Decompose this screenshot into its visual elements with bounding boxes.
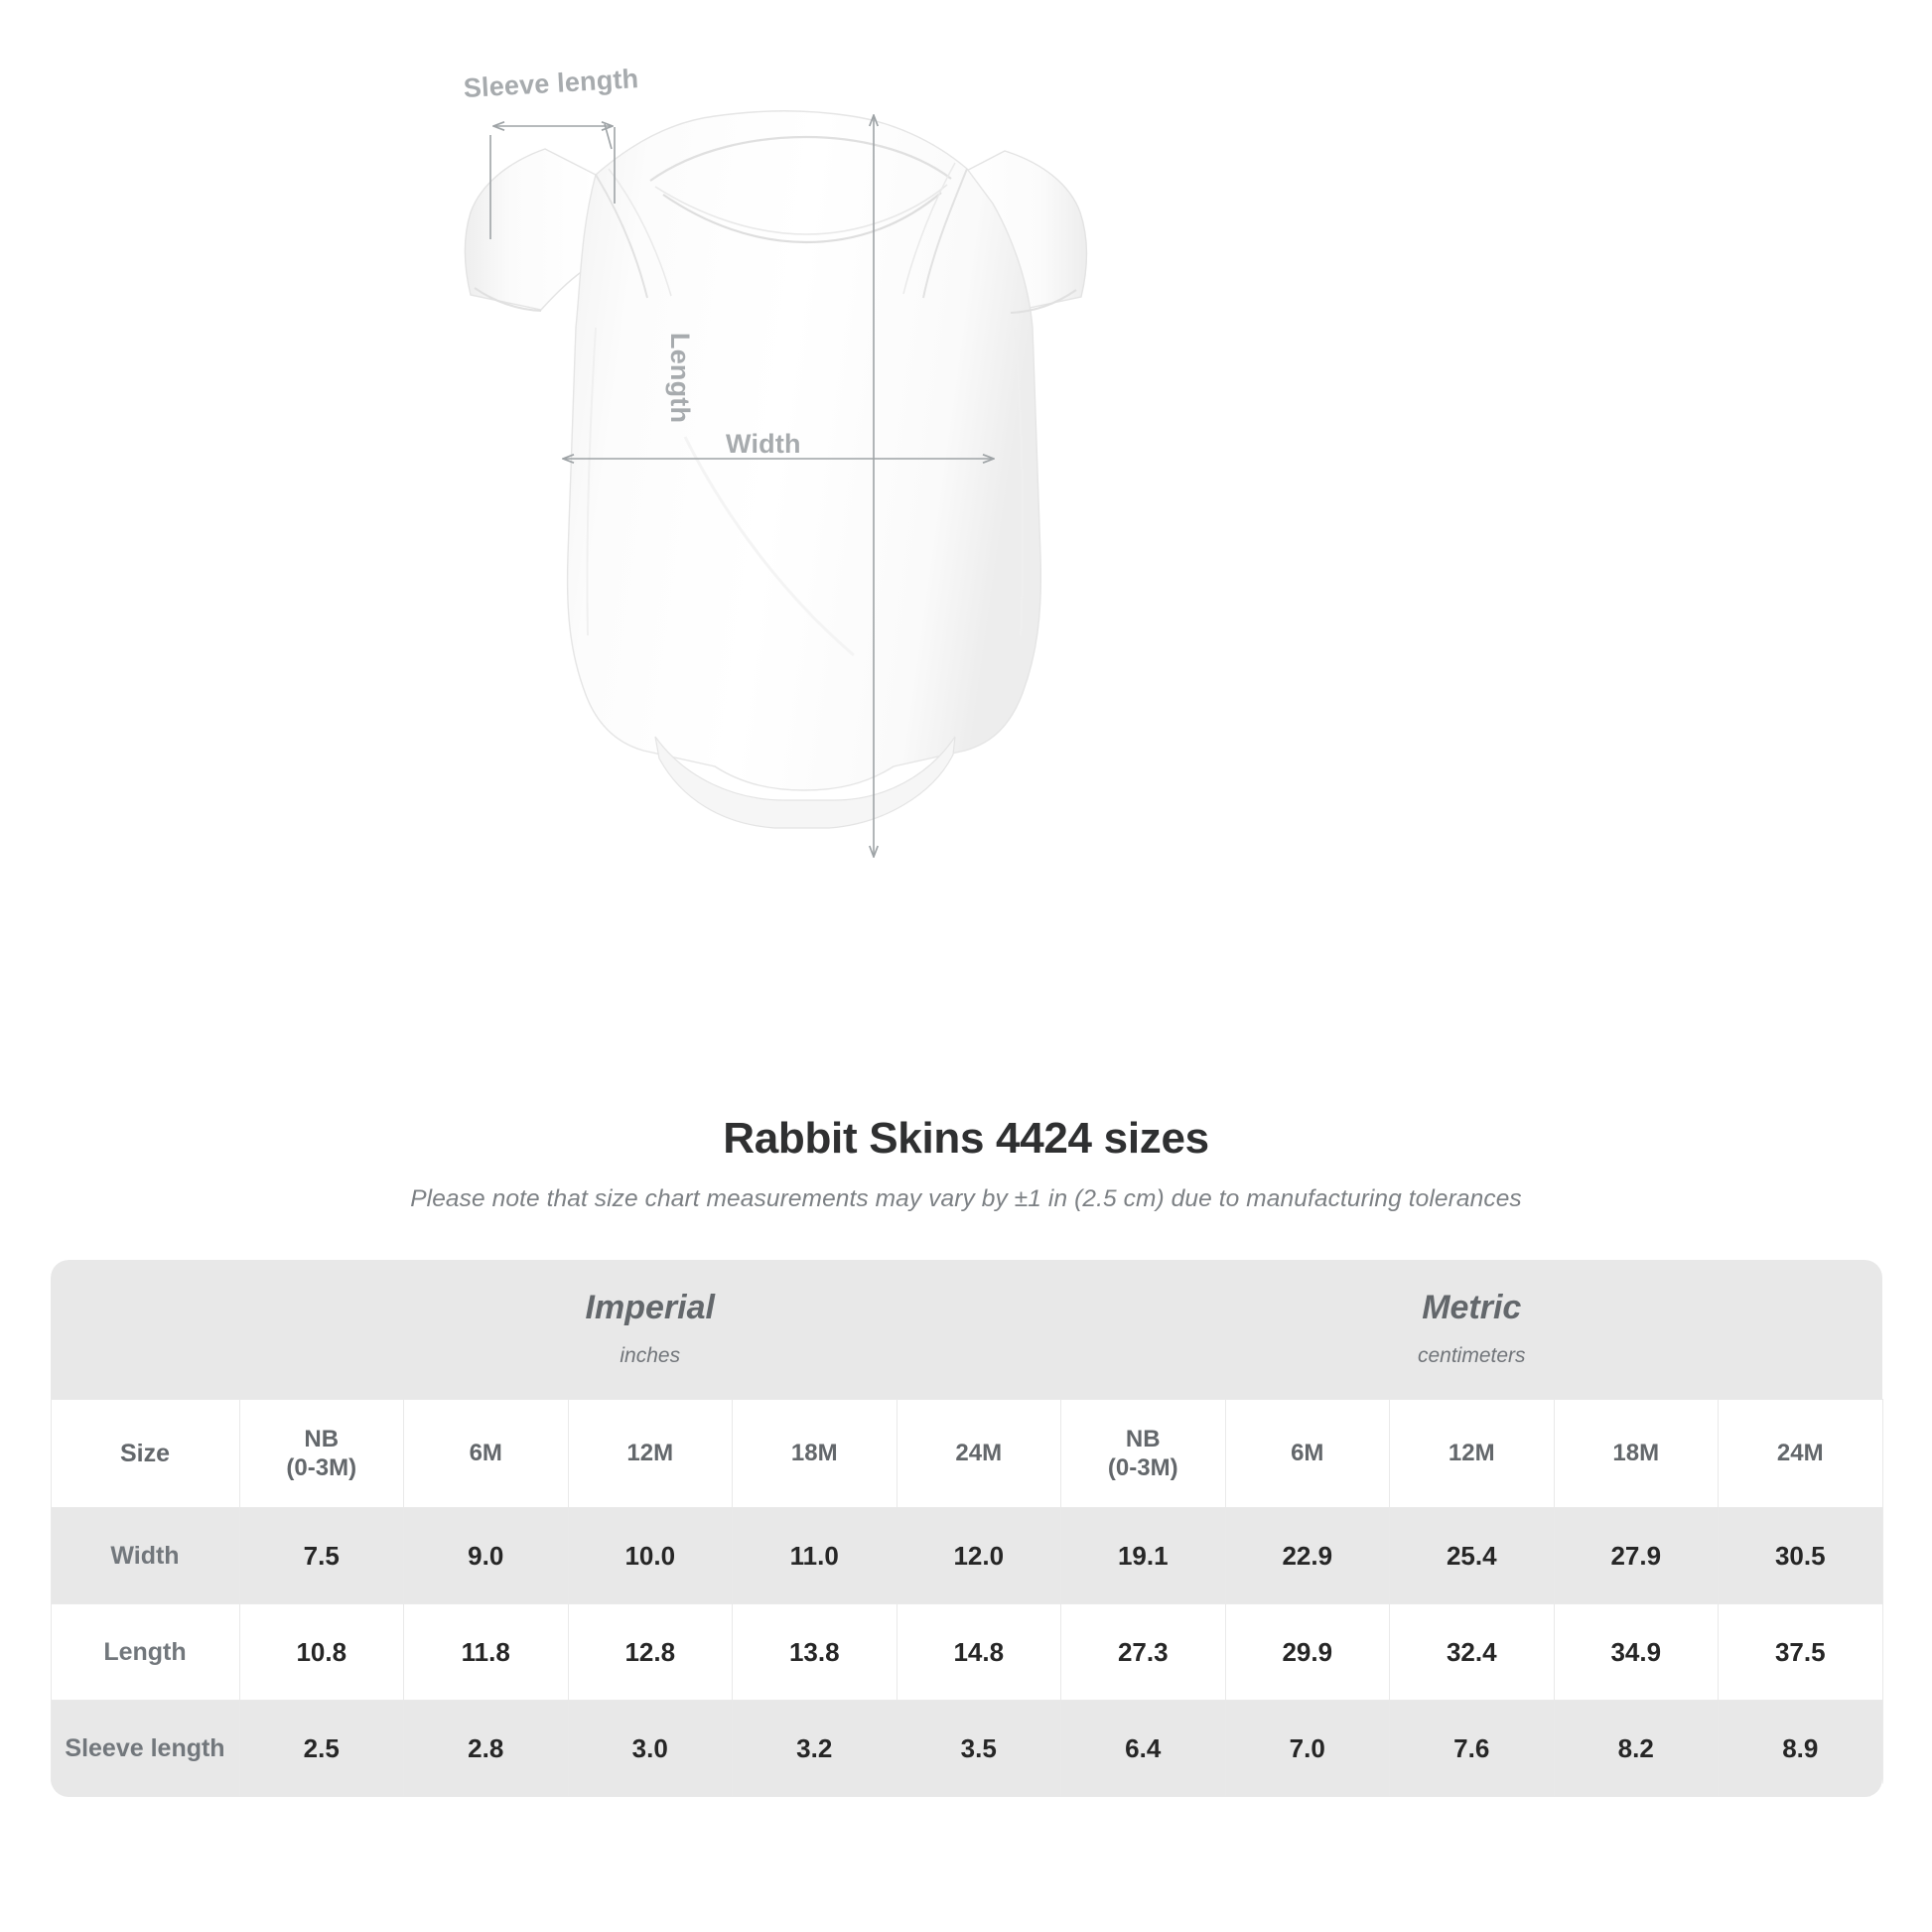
column-header-imperial-12m: 12M [567, 1399, 733, 1508]
sleeve-tick-right-top [604, 123, 613, 150]
left-sleeve [464, 148, 597, 311]
cell-value: 14.8 [896, 1603, 1061, 1701]
crotch-snap-gusset [654, 736, 956, 829]
column-header-metric-18m: 18M [1553, 1399, 1719, 1508]
cell-value: 7.5 [238, 1507, 404, 1604]
column-header-imperial-nb: NB (0-3M) [238, 1399, 404, 1508]
size-table-body: Width 7.5 9.0 10.0 11.0 12.0 19.1 22.9 25.4 27.9 3… [50, 1507, 1883, 1797]
cell-value: 10.0 [567, 1507, 733, 1604]
table-row: Length 10.8 11.8 12.8 13.8 14.8 27.3 29.9 32.4 34… [50, 1603, 1883, 1701]
column-header-metric-6m: 6M [1224, 1399, 1390, 1508]
cell-value: 22.9 [1224, 1507, 1390, 1604]
left-sleeve-hem [474, 287, 542, 312]
unit-banner-row: Imperial inches Metric centimeters [51, 1260, 1883, 1400]
cell-value: 3.0 [567, 1700, 733, 1797]
cell-value: 2.5 [238, 1700, 404, 1797]
cell-value: 2.8 [403, 1700, 569, 1797]
cell-value: 8.2 [1553, 1700, 1719, 1797]
right-side-drape [1014, 327, 1024, 636]
table-row: Sleeve length 2.5 2.8 3.0 3.2 3.5 6.4 7.0 7.6 8.2… [50, 1700, 1883, 1797]
unit-group-imperial-name: Imperial [585, 1289, 715, 1326]
neckline-outer [649, 135, 952, 182]
cell-value: 12.0 [896, 1507, 1061, 1604]
column-header-metric-nb: NB (0-3M) [1060, 1399, 1226, 1508]
unit-group-imperial: Imperial inches [239, 1260, 1061, 1400]
left-shoulder-fold [595, 174, 648, 299]
garment-illustration: Sleeve length Length Width [463, 64, 1088, 1112]
cell-value: 11.8 [403, 1603, 569, 1701]
row-label-sleeve-length: Sleeve length [50, 1700, 240, 1797]
cell-value: 13.8 [732, 1603, 897, 1701]
tolerance-note: Please note that size chart measurements… [410, 1185, 1522, 1212]
cell-value: 32.4 [1389, 1603, 1555, 1701]
unit-group-metric: Metric centimeters [1060, 1260, 1883, 1400]
neckline-inner [662, 192, 942, 244]
cell-value: 27.9 [1553, 1507, 1719, 1604]
row-label-length: Length [50, 1603, 240, 1701]
column-header-imperial-24m: 24M [896, 1399, 1061, 1508]
cell-value: 37.5 [1718, 1603, 1883, 1701]
unit-group-metric-name: Metric [1422, 1289, 1522, 1326]
cell-value: 19.1 [1060, 1507, 1226, 1604]
left-shoulder-fold-2 [608, 168, 672, 297]
column-header-size: Size [50, 1399, 240, 1508]
cell-value: 9.0 [403, 1507, 569, 1604]
cell-value: 7.0 [1224, 1700, 1390, 1797]
neckline-binding [654, 184, 948, 235]
size-table-wrapper: Imperial inches Metric centimeters Size … [50, 1260, 1883, 1797]
page-title: Rabbit Skins 4424 sizes [723, 1114, 1209, 1163]
unit-spacer-cell [51, 1260, 239, 1400]
column-header-metric-24m: 24M [1718, 1399, 1883, 1508]
torso [566, 110, 1042, 791]
title-block: Rabbit Skins 4424 sizes Please note that… [0, 1114, 1932, 1213]
column-header-imperial-6m: 6M [403, 1399, 569, 1508]
unit-group-imperial-sub: inches [620, 1344, 681, 1367]
table-row: Width 7.5 9.0 10.0 11.0 12.0 19.1 22.9 25.4 27.9 3… [50, 1507, 1883, 1604]
right-sleeve-hem [1010, 289, 1077, 314]
size-header-row: Size NB (0-3M) 6M 12M 18M 24M NB (0-3M) 6M… [50, 1399, 1883, 1508]
cell-value: 3.2 [732, 1700, 897, 1797]
width-label: Width [726, 429, 801, 459]
cell-value: 10.8 [238, 1603, 404, 1701]
column-header-imperial-18m: 18M [732, 1399, 897, 1508]
right-shoulder-fold-2 [902, 162, 956, 295]
cell-value: 27.3 [1060, 1603, 1226, 1701]
cell-value: 7.6 [1389, 1700, 1555, 1797]
cell-value: 8.9 [1718, 1700, 1883, 1797]
cell-value: 34.9 [1553, 1603, 1719, 1701]
column-header-metric-12m: 12M [1389, 1399, 1555, 1508]
right-shoulder-fold [922, 168, 968, 299]
cell-value: 11.0 [732, 1507, 897, 1604]
cell-value: 30.5 [1718, 1507, 1883, 1604]
length-label: Length [665, 333, 695, 424]
row-label-width: Width [50, 1507, 240, 1604]
cell-value: 6.4 [1060, 1700, 1226, 1797]
cell-value: 3.5 [896, 1700, 1061, 1797]
unit-group-metric-sub: centimeters [1417, 1344, 1526, 1367]
cell-value: 12.8 [567, 1603, 733, 1701]
cell-value: 25.4 [1389, 1507, 1555, 1604]
bodysuit-shape [464, 110, 1088, 829]
fabric-fold-diagonal [683, 436, 855, 657]
bodysuit-diagram-svg [464, 110, 1088, 1112]
size-chart-table: Imperial inches Metric centimeters Size … [50, 1260, 1883, 1797]
measurement-lines [489, 116, 993, 856]
left-side-drape [586, 327, 597, 636]
cell-value: 29.9 [1224, 1603, 1390, 1701]
